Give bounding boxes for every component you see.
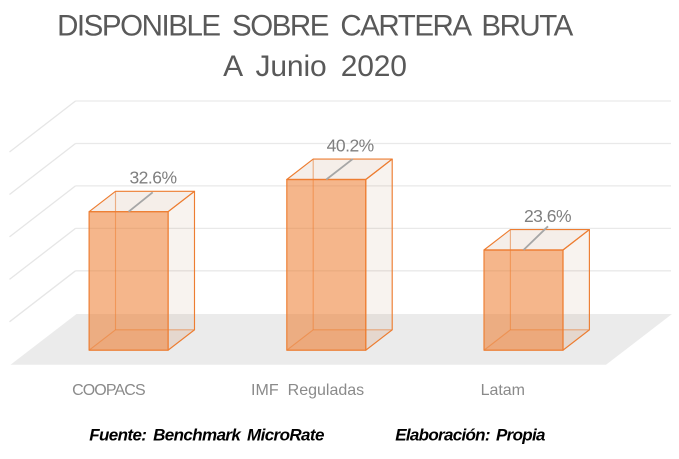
svg-text:32.6%: 32.6% [129, 168, 176, 188]
svg-text:IMF Reguladas: IMF Reguladas [251, 382, 364, 399]
svg-text:Fuente: Benchmark MicroRate: Fuente: Benchmark MicroRate [89, 426, 324, 445]
svg-text:A Junio 2020: A Junio 2020 [223, 50, 407, 83]
svg-text:23.6%: 23.6% [524, 206, 571, 226]
svg-text:DISPONIBLE SOBRE CARTERA BRUTA: DISPONIBLE SOBRE CARTERA BRUTA [57, 9, 574, 42]
svg-text:40.2%: 40.2% [327, 135, 374, 155]
svg-text:Elaboración: Propia: Elaboración: Propia [395, 426, 545, 445]
svg-text:Latam: Latam [481, 382, 525, 399]
svg-text:COOPACS: COOPACS [72, 382, 145, 399]
